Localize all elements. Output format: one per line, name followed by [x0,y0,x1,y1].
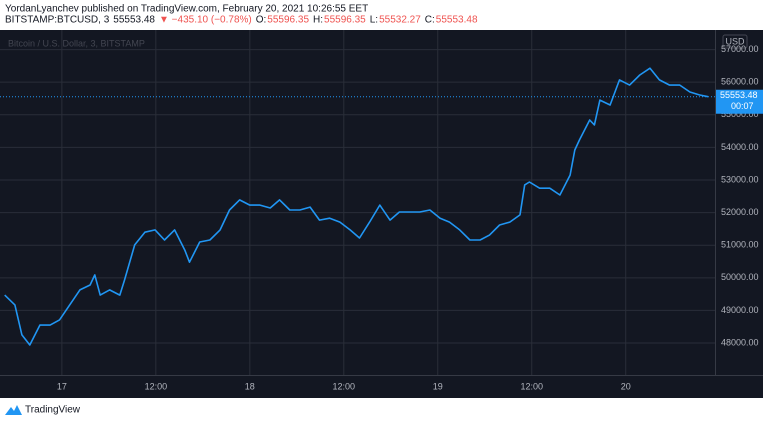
ohlc-value: 55596.35 [267,15,309,26]
x-tick-label: 12:00 [333,381,356,391]
currency: USD [725,36,745,46]
ohlc-label: L: [370,15,378,26]
logo-icon [5,405,22,415]
y-tick-label: 56000.00 [721,77,759,87]
x-tick-label: 12:00 [145,381,168,391]
plot [0,30,715,375]
y-tick-label: 49000.00 [721,305,759,315]
y-tick-label: 54000.00 [721,142,759,152]
price-change: ▼ −435.10 (−0.78%) [159,15,252,26]
footer: TradingView [5,405,81,416]
ohlc-label: H: [313,15,323,26]
y-tick-label: 50000.00 [721,272,759,282]
ohlc-value: 55596.35 [324,15,366,26]
currency-badge [722,34,748,49]
byline: YordanLyanchev published on TradingView.… [5,4,368,15]
ohlc-label: O: [256,15,267,26]
y-tick-label: 57000.00 [721,44,759,54]
ohlc-value: 55553.48 [436,15,478,26]
symbol-line: BITSTAMP:BTCUSD, 3 55553.48 ▼ −435.10 (−0.… [5,15,478,26]
x-tick-label: 17 [57,381,67,391]
y-tick-label: 55000.00 [721,109,759,119]
chart-background [0,30,763,398]
x-tick-label: 20 [621,381,631,391]
y-tick-label: 48000.00 [721,337,759,347]
price-line [4,67,709,346]
x-tick-label: 12:00 [520,381,543,391]
y-tick-label: 51000.00 [721,240,759,250]
countdown: 00:07 [731,101,754,111]
brand: TradingView [25,405,81,416]
y-tick-label: 53000.00 [721,174,759,184]
last-price: 55553.48 [113,15,155,26]
ohlc-label: C: [425,15,435,26]
price-label-box [716,89,763,114]
y-tick-label: 52000.00 [721,207,759,217]
ohlc-value: 55532.27 [379,15,421,26]
watermark: Bitcoin / U.S. Dollar, 3, BITSTAMP [8,38,145,48]
symbol: BITSTAMP:BTCUSD, 3 [5,15,110,26]
x-tick-label: 19 [433,381,443,391]
price-label: 55553.48 [720,90,758,100]
x-tick-label: 18 [245,381,255,391]
